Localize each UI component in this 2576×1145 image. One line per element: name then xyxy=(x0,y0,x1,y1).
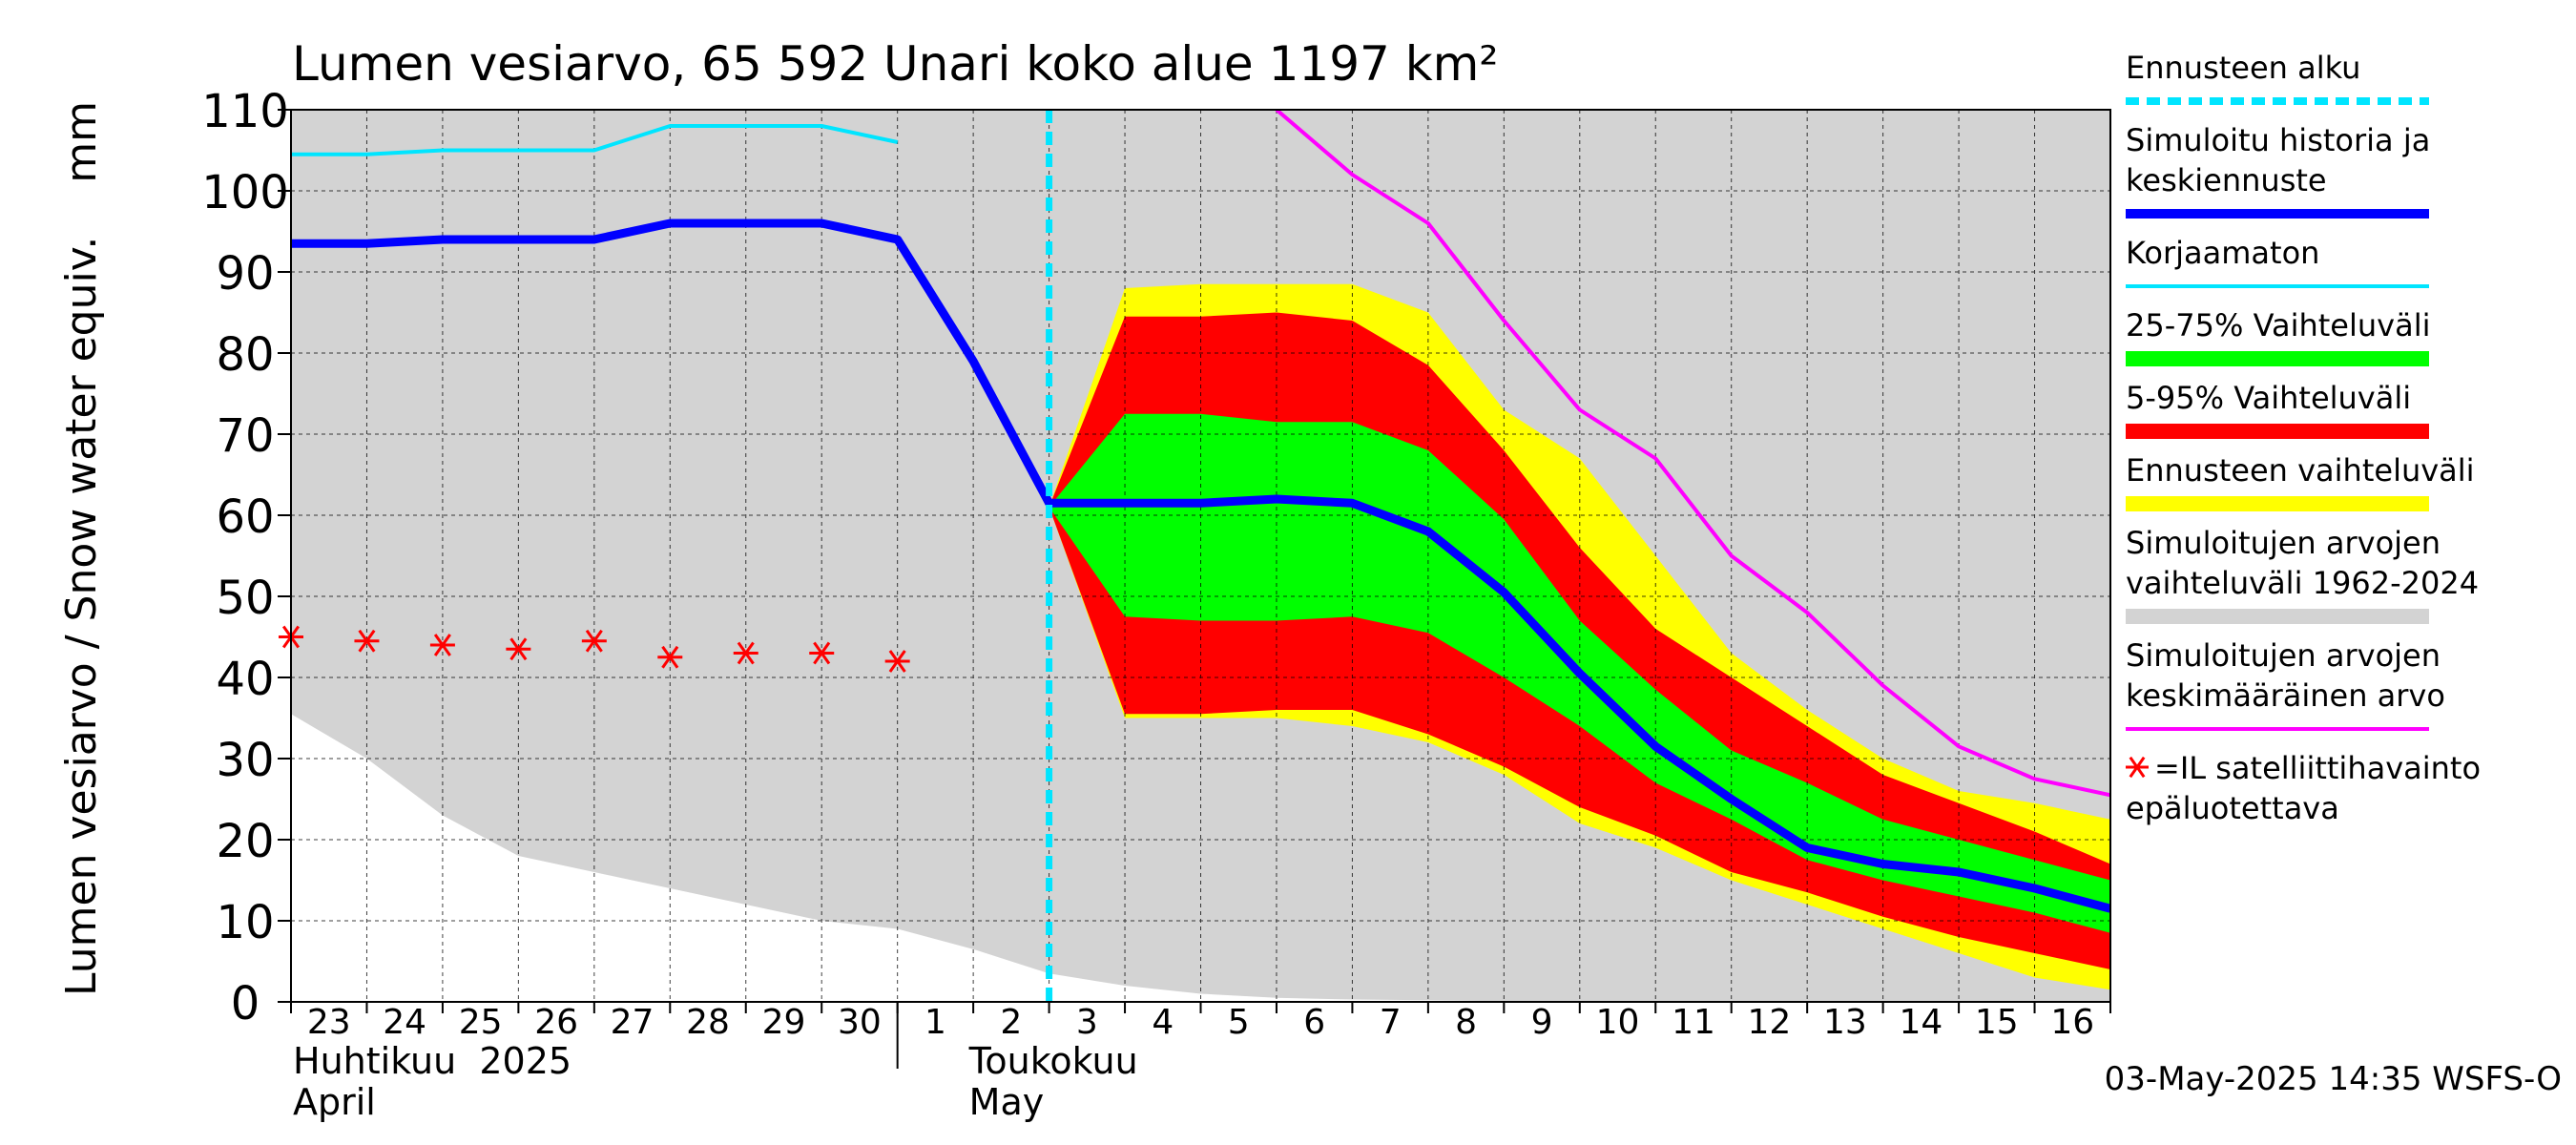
y-tick-label: 30 xyxy=(216,734,274,787)
x-tick-label: 14 xyxy=(1899,1003,1942,1042)
x-tick-label: 28 xyxy=(686,1003,730,1042)
marker-stroke xyxy=(433,634,451,656)
x-tick-label: 13 xyxy=(1823,1003,1867,1042)
legend-item-forecast_start: Ennusteen alku xyxy=(2126,50,2429,105)
legend-label: epäluotettava xyxy=(2126,790,2339,826)
legend-label: Ennusteen vaihteluväli xyxy=(2126,452,2475,489)
marker-stroke xyxy=(509,637,528,661)
legend-label: Simuloitujen arvojen xyxy=(2126,525,2441,561)
x-tick-label: 30 xyxy=(838,1003,882,1042)
series-line-2 xyxy=(291,124,899,156)
satellite-observation-point xyxy=(733,641,758,665)
x-tick-label: 7 xyxy=(1380,1003,1402,1042)
satellite-observation-point xyxy=(809,641,835,665)
footer-timestamp: 03-May-2025 14:35 WSFS-O xyxy=(2105,1060,2562,1098)
month-label: Huhtikuu 2025 xyxy=(293,1040,571,1082)
satellite-observation-point xyxy=(581,629,607,653)
x-tick-label: 10 xyxy=(1596,1003,1640,1042)
legend-label: Korjaamaton xyxy=(2126,235,2319,271)
y-tick-label: 80 xyxy=(216,328,274,382)
y-axis-label: Lumen vesiarvo / Snow water equiv. mm xyxy=(57,101,106,996)
marker-stroke xyxy=(813,641,831,665)
satellite-observation-point xyxy=(506,637,531,661)
x-tick-label: 8 xyxy=(1455,1003,1477,1042)
satellite-observation-point xyxy=(429,634,455,656)
x-tick-label: 1 xyxy=(924,1003,946,1042)
series-line-1 xyxy=(291,219,2110,913)
y-tick-label: 100 xyxy=(201,166,289,219)
legend-label: 25-75% Vaihteluväli xyxy=(2126,307,2430,344)
legend-item-p5_95: 5-95% Vaihteluväli xyxy=(2126,380,2429,439)
legend-label: vaihteluväli 1962-2024 xyxy=(2126,565,2479,601)
y-tick-label: 50 xyxy=(216,572,274,625)
legend-item-forecast_range: Ennusteen vaihteluväli xyxy=(2126,452,2475,511)
satellite-observation-point xyxy=(657,645,683,669)
month-label: Toukokuu xyxy=(968,1040,1138,1082)
legend-satellite-marker xyxy=(2126,756,2149,779)
legend-label: keskimääräinen arvo xyxy=(2126,677,2445,714)
y-tick-label: 10 xyxy=(216,896,274,949)
x-tick-label: 26 xyxy=(534,1003,578,1042)
legend-item-uncorrected: Korjaamaton xyxy=(2126,235,2429,288)
satellite-observation-point xyxy=(884,650,910,673)
legend-label: Ennusteen alku xyxy=(2126,50,2360,86)
y-tick-label: 90 xyxy=(216,247,274,301)
legend-label: 5-95% Vaihteluväli xyxy=(2126,380,2411,416)
legend-label: keskiennuste xyxy=(2126,162,2327,198)
month-label-en: May xyxy=(969,1081,1045,1123)
satellite-observation-point xyxy=(354,629,380,653)
plot-area xyxy=(279,110,2110,1002)
x-tick-label: 9 xyxy=(1531,1003,1553,1042)
x-tick-label: 11 xyxy=(1672,1003,1715,1042)
y-tick-label: 0 xyxy=(231,977,260,1030)
legend-label: Simuloitujen arvojen xyxy=(2126,637,2441,674)
marker-stroke xyxy=(661,645,679,669)
marker-stroke xyxy=(888,650,906,673)
legend-item-hist_range: Simuloitujen arvojen vaihteluväli 1962-20… xyxy=(2126,525,2479,624)
legend-label: Simuloitu historia ja xyxy=(2126,122,2430,158)
x-tick-label: 12 xyxy=(1748,1003,1792,1042)
x-tick-label: 4 xyxy=(1152,1003,1174,1042)
y-tick-label: 20 xyxy=(216,815,274,868)
x-tick-label: 24 xyxy=(383,1003,426,1042)
y-tick-label: 70 xyxy=(216,409,274,463)
month-label-en: April xyxy=(293,1081,376,1123)
x-tick-label: 27 xyxy=(611,1003,654,1042)
marker-stroke xyxy=(2129,756,2146,779)
chart-title: Lumen vesiarvo, 65 592 Unari koko alue 1… xyxy=(292,36,1498,92)
x-tick-label: 16 xyxy=(2050,1003,2094,1042)
legend-item-sim_mean: Simuloitu historia ja keskiennuste xyxy=(2126,122,2430,219)
legend-label: =IL satelliittihavainto xyxy=(2154,750,2481,786)
grid-lines xyxy=(291,110,2110,1002)
x-tick-label: 29 xyxy=(762,1003,806,1042)
x-tick-label: 3 xyxy=(1076,1003,1098,1042)
marker-stroke xyxy=(585,629,603,653)
x-tick-label: 2 xyxy=(1000,1003,1022,1042)
x-tick-label: 23 xyxy=(307,1003,351,1042)
x-tick-label: 5 xyxy=(1228,1003,1250,1042)
series-line-3 xyxy=(1275,110,2110,798)
y-tick-label: 40 xyxy=(216,653,274,706)
x-tick-label: 6 xyxy=(1303,1003,1325,1042)
y-tick-label: 60 xyxy=(216,490,274,544)
x-tick-label: 15 xyxy=(1975,1003,2019,1042)
legend: Ennusteen alku Simuloitu historia ja keski… xyxy=(2126,50,2481,826)
legend-item-p25_75: 25-75% Vaihteluväli xyxy=(2126,307,2430,366)
legend-item-satellite: =IL satelliittihavainto epäluotettava xyxy=(2126,750,2481,826)
y-tick-label: 110 xyxy=(201,85,289,138)
marker-stroke xyxy=(737,641,755,665)
x-tick-label: 25 xyxy=(459,1003,503,1042)
marker-stroke xyxy=(358,629,376,653)
